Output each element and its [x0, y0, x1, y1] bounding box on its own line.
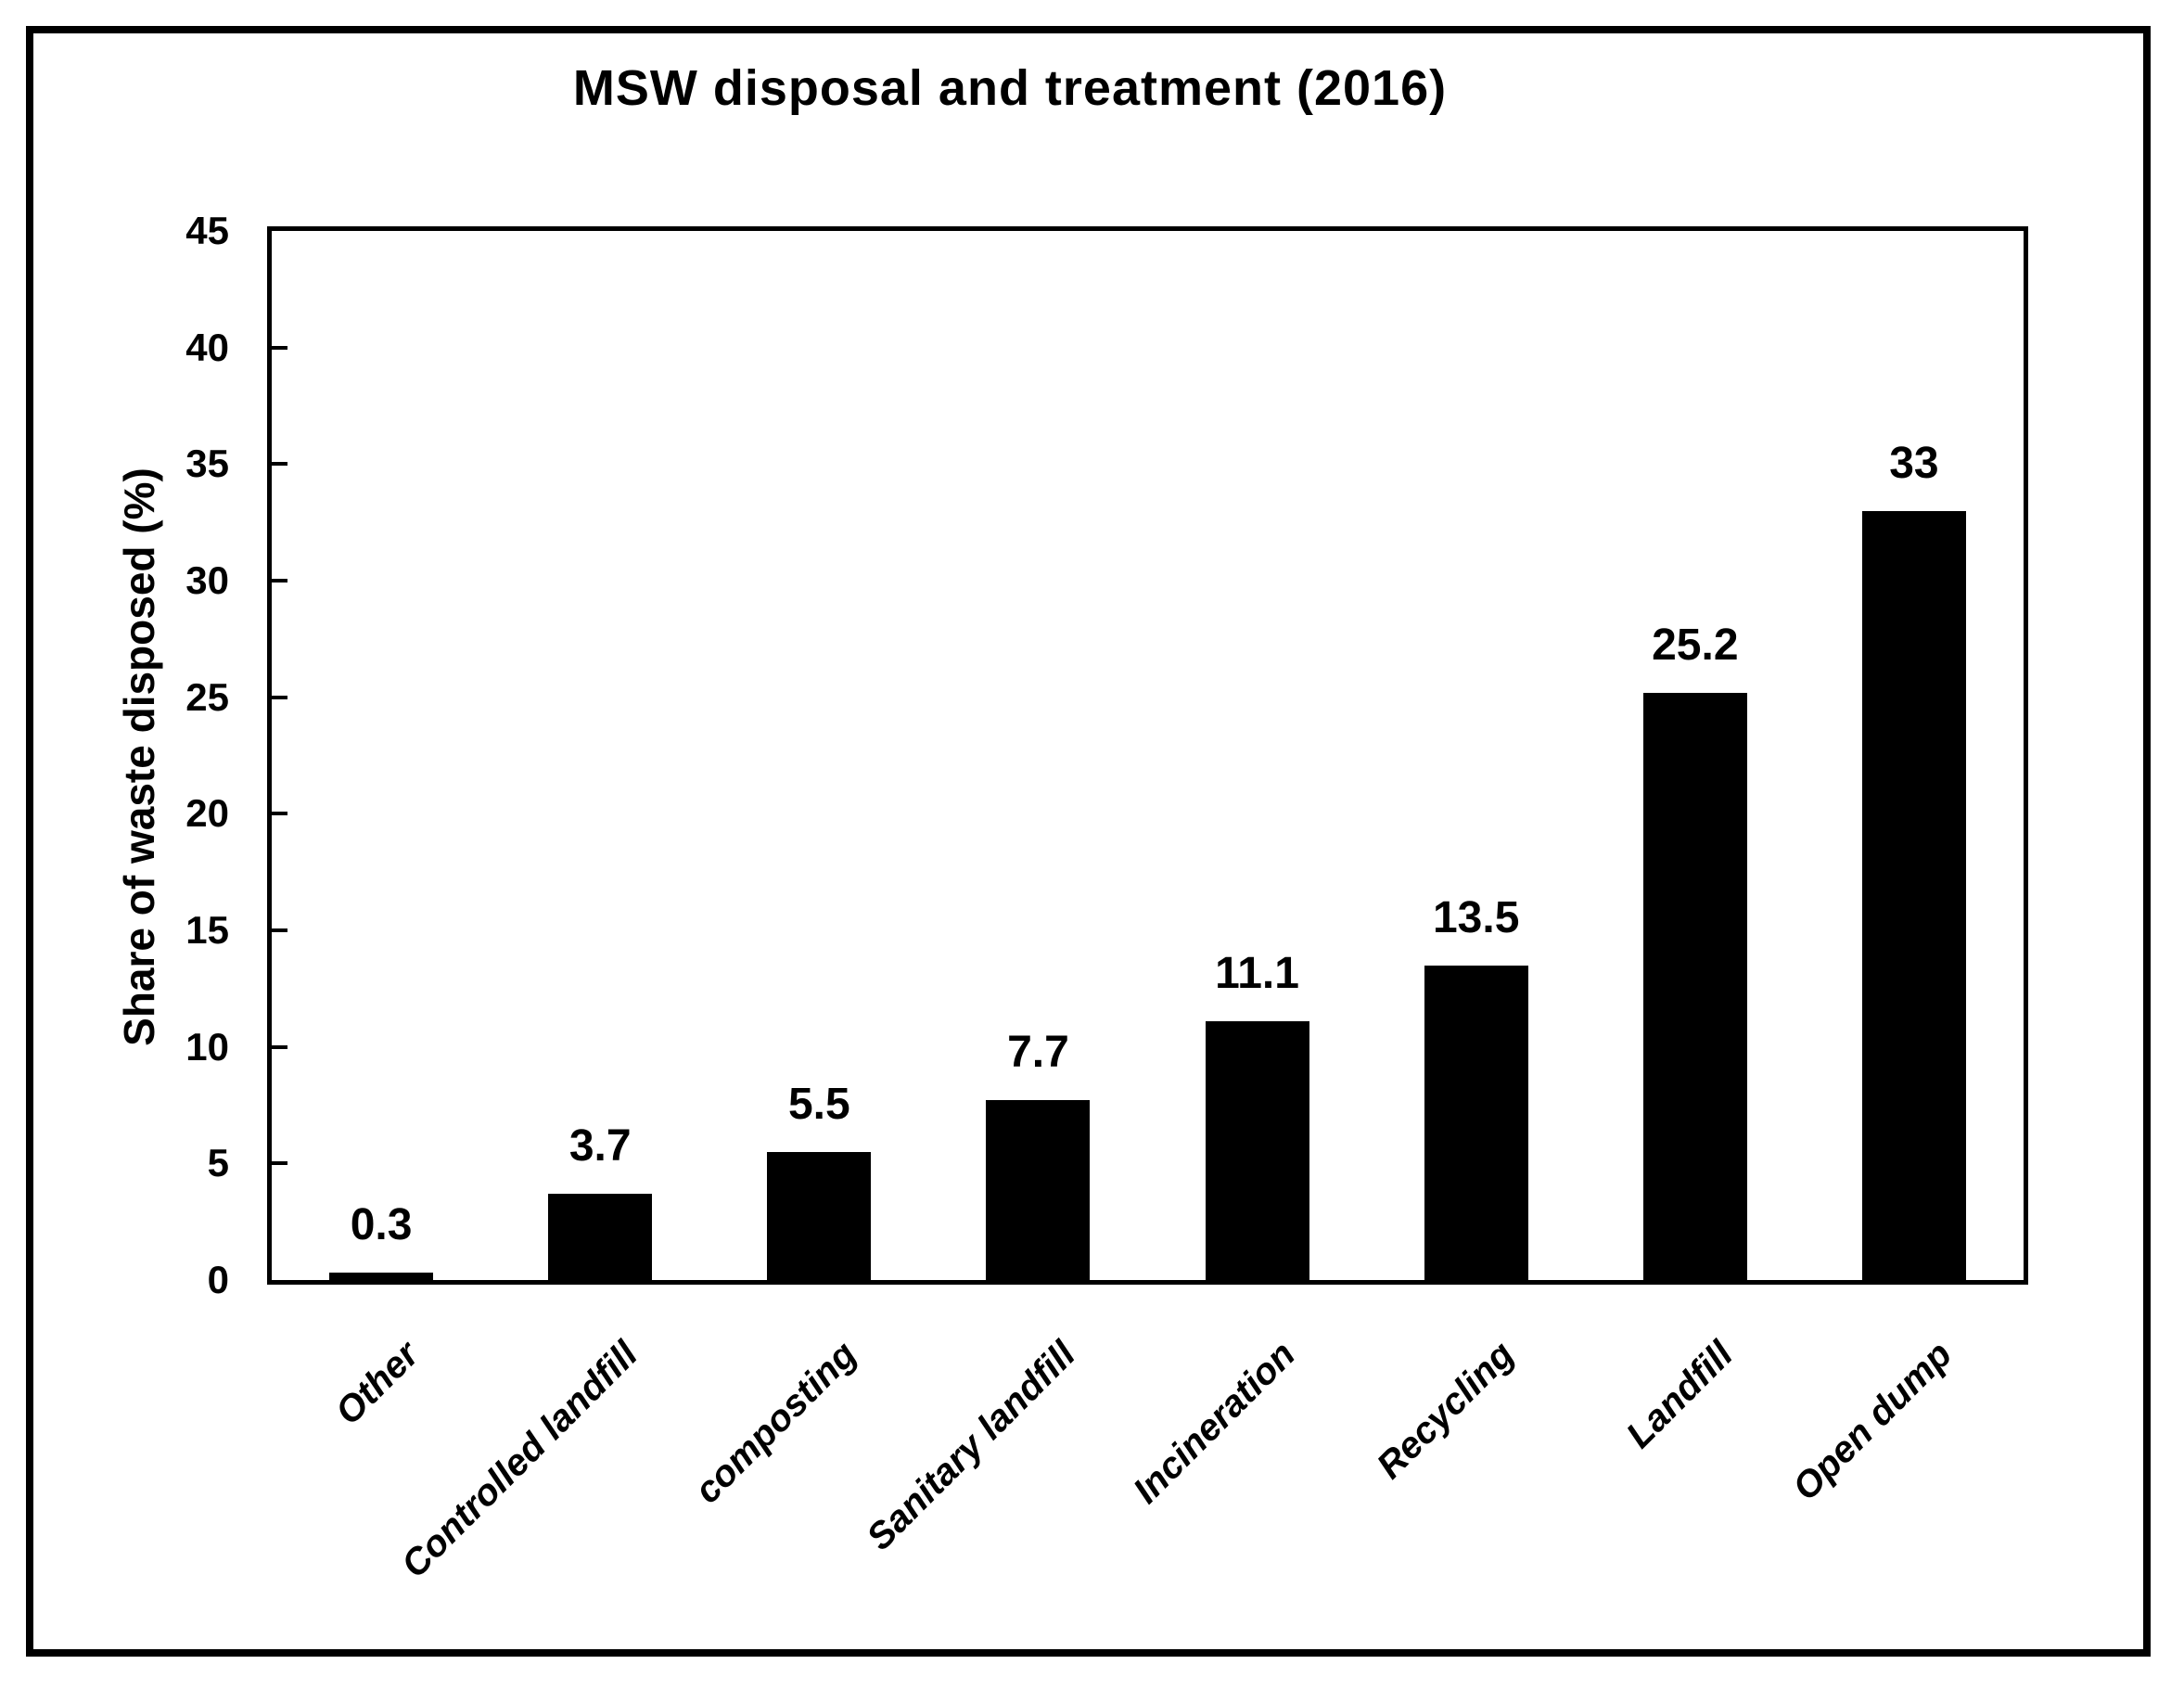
bar	[1205, 1021, 1309, 1280]
chart-title: MSW disposal and treatment (2016)	[572, 60, 1448, 116]
y-tick	[272, 579, 287, 583]
bar-value-label: 13.5	[1432, 892, 1520, 942]
y-tick-label: 40	[185, 325, 229, 369]
bar-value-label: 3.7	[568, 1121, 632, 1171]
y-tick	[272, 695, 287, 699]
y-tick-label: 30	[185, 558, 229, 602]
y-tick	[272, 1044, 287, 1049]
y-tick	[272, 928, 287, 932]
bar-value-label: 7.7	[1007, 1028, 1069, 1078]
bar	[986, 1100, 1091, 1280]
bar	[1861, 510, 1966, 1280]
y-tick-label: 25	[185, 674, 229, 719]
y-tick	[272, 812, 287, 816]
y-tick	[272, 1161, 287, 1166]
y-axis-title: Share of waste disposed (%)	[115, 467, 163, 1046]
y-tick	[272, 345, 287, 350]
bar	[1642, 692, 1747, 1280]
y-tick-label: 45	[185, 209, 229, 252]
bar-value-label: 11.1	[1215, 949, 1299, 999]
bar-value-label: 25.2	[1652, 620, 1739, 670]
bar	[329, 1273, 434, 1280]
bar-value-label: 0.3	[350, 1200, 413, 1250]
bar	[767, 1151, 872, 1280]
y-tick-label: 0	[207, 1258, 229, 1301]
bar	[1424, 965, 1528, 1280]
y-tick-label: 20	[185, 791, 229, 836]
y-tick-label: 35	[185, 442, 229, 486]
bar-value-label: 33	[1889, 438, 1939, 488]
y-tick-label: 10	[185, 1024, 229, 1069]
y-tick-label: 5	[207, 1141, 229, 1185]
bar-value-label: 5.5	[787, 1079, 850, 1129]
y-tick-label: 15	[185, 908, 229, 952]
plot-area	[267, 226, 2028, 1285]
y-tick	[272, 462, 287, 467]
bar	[548, 1194, 653, 1280]
